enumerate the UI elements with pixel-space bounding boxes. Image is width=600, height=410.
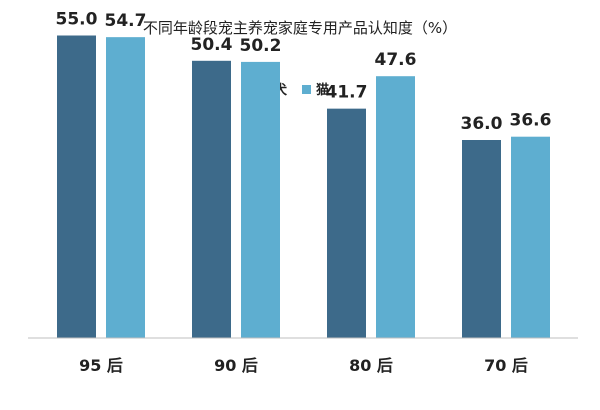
value-labels-group: 55.0 54.7 50.4 50.2 41.7 47.6 36.0 36.6 <box>56 10 552 135</box>
bar-cat-4 <box>511 136 550 338</box>
value-label-dog-4: 36.0 <box>461 114 503 134</box>
value-label-dog-2: 50.4 <box>191 35 233 55</box>
x-tick-label-4: 70 后 <box>484 356 528 375</box>
x-tick-labels: 95 后 90 后 80 后 70 后 <box>79 356 528 375</box>
value-label-dog-1: 55.0 <box>56 10 98 30</box>
value-label-dog-3: 41.7 <box>326 83 368 103</box>
value-label-cat-3: 47.6 <box>375 50 417 70</box>
bar-dog-2 <box>192 60 231 339</box>
x-tick-label-3: 80 后 <box>349 356 393 375</box>
value-label-cat-1: 54.7 <box>105 11 147 31</box>
bar-dog-4 <box>462 140 501 338</box>
bar-cat-2 <box>241 61 280 339</box>
bar-cat-3 <box>376 76 415 338</box>
x-tick-label-2: 90 后 <box>214 356 258 375</box>
value-label-cat-4: 36.6 <box>510 111 552 131</box>
value-label-cat-2: 50.2 <box>240 36 282 56</box>
x-tick-label-1: 95 后 <box>79 356 123 375</box>
chart-title: 不同年龄段宠主养宠家庭专用产品认知度（%） <box>143 19 457 37</box>
bar-dog-1 <box>57 35 96 338</box>
bar-cat-1 <box>106 37 145 339</box>
legend-label-cat: 猫 <box>316 82 329 98</box>
bars-group <box>57 35 550 339</box>
legend-swatch-cat <box>302 85 311 94</box>
bar-dog-3 <box>327 108 366 339</box>
